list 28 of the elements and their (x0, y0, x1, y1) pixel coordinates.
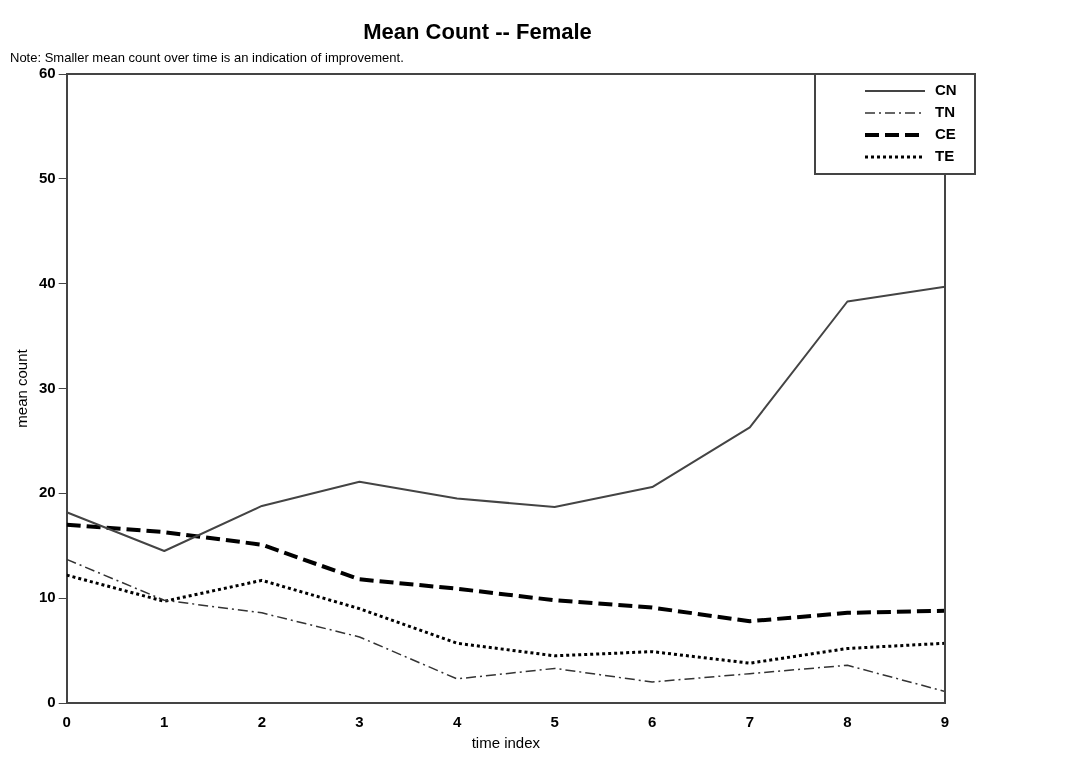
y-axis-title: mean count (13, 348, 31, 428)
chart-title: Mean Count -- Female (363, 19, 592, 45)
x-tick-label: 7 (745, 713, 754, 731)
x-tick-label: 0 (62, 713, 71, 731)
legend-label: TE (935, 147, 955, 165)
legend-label: CE (935, 125, 956, 143)
x-tick-label: 1 (160, 713, 169, 731)
line-series (66, 522, 945, 624)
x-tick-label: 5 (550, 713, 559, 731)
x-tick-label: 2 (257, 713, 267, 731)
x-tick-label: 3 (355, 713, 364, 731)
line-series (66, 558, 945, 693)
y-tick-label: 20 (39, 483, 56, 501)
legend-label: TN (935, 103, 955, 121)
chart-subtitle: Note: Smaller mean count over time is an indication of improvement. (10, 49, 404, 65)
y-tick-label: 0 (47, 693, 56, 711)
line-series (66, 573, 945, 665)
x-tick-label: 6 (648, 713, 657, 731)
y-tick-label: 30 (39, 378, 56, 396)
y-tick-label: 60 (39, 64, 56, 82)
x-tick-label: 8 (843, 713, 852, 731)
legend-label: CN (935, 81, 957, 99)
x-axis-title: time index (471, 734, 541, 752)
x-tick-label: 4 (452, 713, 462, 731)
y-tick-label: 10 (39, 588, 56, 606)
y-tick-label: 40 (39, 273, 56, 291)
y-tick-label: 50 (39, 168, 56, 186)
x-tick-label: 9 (940, 713, 950, 731)
